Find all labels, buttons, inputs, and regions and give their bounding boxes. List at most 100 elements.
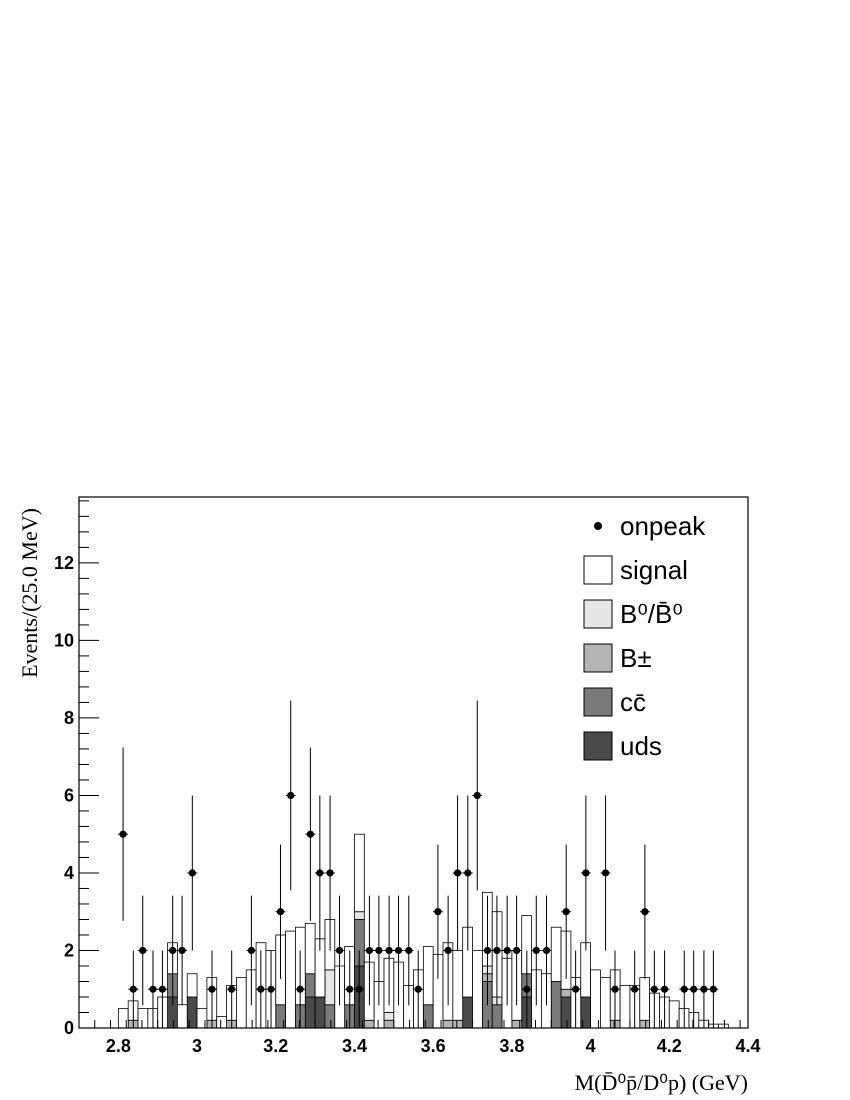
x-axis: 2.8 3 3.2 3.4 3.6 3.8 4 4.2 4.4 (78, 1020, 761, 1056)
bar-signal-44 (550, 926, 562, 982)
bar-signal-34 (452, 950, 464, 1021)
onpeak-point-39 (541, 895, 552, 1006)
x-axis-title: M(D̄⁰p̄/D⁰p) (GeV) (575, 1070, 748, 1095)
y-tick-label: 12 (54, 553, 74, 573)
bar-BB-27 (383, 1012, 395, 1021)
y-tick-label: 10 (54, 630, 74, 650)
bar-signal-53 (639, 977, 651, 1021)
onpeak-point-44 (610, 950, 620, 1028)
onpeak-point-9 (226, 950, 237, 1028)
onpeak-point-48 (659, 950, 670, 1028)
onpeak-point-43 (600, 795, 611, 951)
legend-swatch (583, 731, 613, 761)
onpeak-point-1 (128, 950, 139, 1028)
onpeak-point-24 (384, 895, 395, 1006)
bar-signal-31 (422, 946, 434, 1006)
bar-cc-44 (550, 981, 562, 1029)
legend-label: onpeak (620, 511, 706, 541)
legend-label: B± (620, 643, 652, 673)
bar-signal-47 (580, 942, 591, 998)
onpeak-point-17 (314, 795, 325, 951)
bar-signal-12 (236, 977, 247, 1029)
y-axis-title: Events/(25.0 MeV) (17, 508, 42, 678)
bar-B-25 (363, 1019, 375, 1029)
onpeak-point-16 (305, 747, 316, 921)
bar-uds-35 (462, 996, 473, 1029)
plot-frame (78, 496, 749, 1029)
onpeak-point-26 (403, 895, 414, 1006)
stacked-histogram (117, 833, 729, 1029)
bar-uds-45 (560, 996, 572, 1029)
onpeak-point-5 (167, 895, 178, 1006)
onpeak-point-32 (472, 700, 483, 891)
bar-B-45 (560, 988, 572, 998)
y-tick-label: 8 (64, 708, 74, 728)
legend-item-1: signal (583, 555, 688, 585)
onpeak-point-22 (364, 895, 375, 1006)
legend-swatch (583, 555, 613, 585)
x-tick-label: 4.2 (657, 1036, 682, 1056)
onpeak-point-8 (207, 950, 217, 1028)
onpeak-point-37 (521, 950, 532, 1028)
x-tick-label: 3 (192, 1036, 202, 1056)
x-tick-label: 3.6 (421, 1036, 446, 1056)
legend-swatch (583, 687, 613, 717)
bar-signal-36 (472, 950, 483, 1029)
legend-item-4: cc̄ (583, 687, 646, 717)
onpeak-point-12 (266, 950, 276, 1028)
onpeak-point-0 (118, 747, 128, 921)
onpeak-point-49 (679, 950, 690, 1028)
onpeak-point-21 (354, 950, 365, 1028)
bar-signal-7 (186, 973, 198, 998)
onpeak-point-33 (482, 895, 493, 1006)
y-tick-label: 2 (64, 940, 74, 960)
legend: onpeak signal B⁰/B̄⁰ B± cc̄ uds (583, 511, 706, 761)
bar-signal-51 (619, 984, 631, 1029)
bar-uds-19 (304, 996, 316, 1029)
bar-B-27 (383, 1019, 395, 1029)
onpeak-point-23 (373, 895, 384, 1006)
onpeak-point-35 (502, 895, 513, 1006)
onpeak-point-50 (688, 950, 699, 1028)
onpeak-point-47 (649, 950, 660, 1028)
onpeak-point-7 (187, 795, 198, 951)
legend-label: B⁰/B̄⁰ (620, 599, 683, 629)
onpeak-point-41 (570, 950, 581, 1028)
onpeak-point-18 (325, 795, 335, 951)
onpeak-point-45 (629, 950, 640, 1028)
bar-B-33 (442, 1019, 454, 1029)
onpeak-point-4 (157, 950, 168, 1028)
bar-BB-24 (354, 911, 365, 920)
x-tick-label: 3.2 (263, 1036, 288, 1056)
bar-signal-10 (216, 1015, 227, 1029)
onpeak-point-20 (344, 950, 355, 1028)
onpeak-point-25 (393, 895, 404, 1006)
onpeak-point-13 (275, 844, 286, 979)
onpeak-point-19 (334, 895, 345, 1006)
x-tick-label: 4 (586, 1036, 596, 1056)
bar-signal-2 (137, 1008, 149, 1029)
onpeak-point-36 (511, 895, 522, 1006)
onpeak-point-3 (148, 950, 158, 1028)
y-axis: 0 2 4 6 8 10 12 (54, 500, 99, 1038)
bar-cc-21 (324, 1004, 336, 1029)
onpeak-point-2 (137, 895, 148, 1006)
bar-cc-38 (491, 1004, 503, 1029)
y-tick-label: 6 (64, 785, 74, 805)
onpeak-point-38 (531, 895, 542, 1006)
bar-signal-48 (590, 969, 601, 1029)
x-tick-label: 3.4 (342, 1036, 367, 1056)
bar-signal-17 (285, 930, 296, 1029)
legend-item-5: uds (583, 731, 662, 761)
x-tick-label: 2.8 (106, 1036, 131, 1056)
onpeak-point-31 (462, 795, 473, 951)
bar-BB-21 (324, 969, 336, 1006)
onpeak-point-27 (413, 950, 424, 1028)
bar-signal-24 (354, 833, 365, 913)
x-tick-label: 3.8 (499, 1036, 524, 1056)
onpeak-point-29 (443, 895, 454, 1006)
legend-swatch (583, 643, 613, 673)
onpeak-point-30 (452, 795, 463, 951)
bar-signal-19 (304, 922, 316, 975)
